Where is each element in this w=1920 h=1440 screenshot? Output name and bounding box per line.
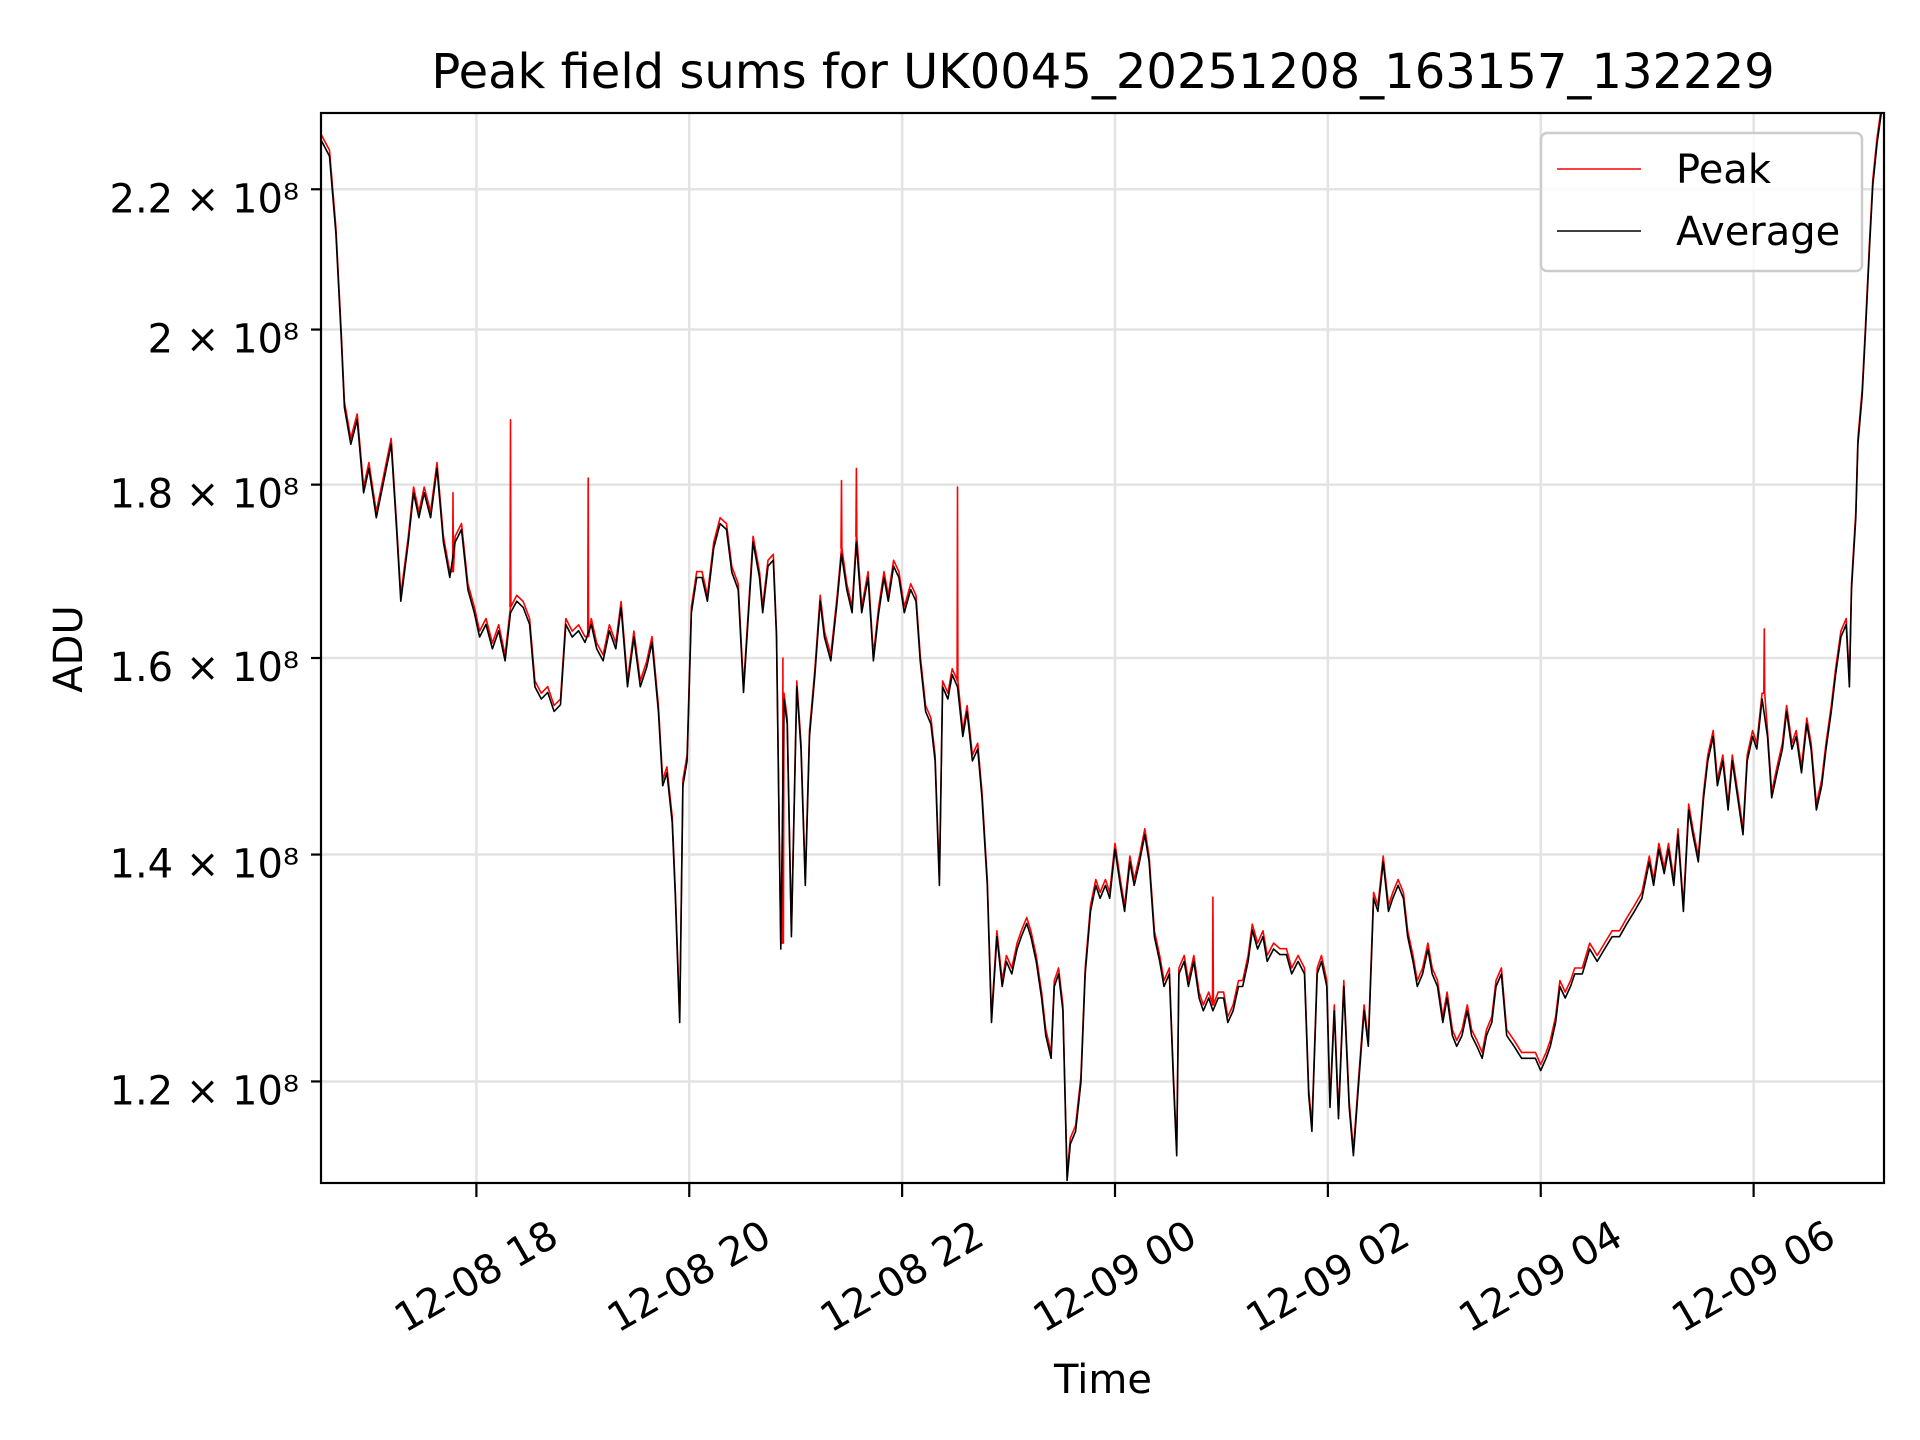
y-tick-label: 2 × 10⁸ — [148, 317, 299, 363]
y-axis-label: ADU — [46, 605, 92, 692]
series-line-average — [321, 113, 1883, 1182]
chart-title: Peak field sums for UK0045_20251208_1631… — [431, 44, 1774, 100]
legend: Peak Average — [1539, 131, 1864, 273]
legend-label-peak: Peak — [1676, 147, 1772, 193]
axes-frame — [319, 111, 1886, 1185]
x-axis-label: Time — [1053, 1357, 1152, 1403]
y-tick-label: 1.2 × 10⁸ — [110, 1068, 300, 1114]
series-layer — [321, 113, 1883, 1182]
gridlines — [321, 113, 1884, 1183]
legend-label-average: Average — [1676, 209, 1840, 255]
y-axis: 1.2 × 10⁸ 1.4 × 10⁸ 1.6 × 10⁸ 1.8 × 10⁸ 2 × … — [110, 176, 321, 1114]
legend-box — [1539, 131, 1864, 273]
y-tick-label: 2.2 × 10⁸ — [110, 176, 300, 222]
y-tick-label: 1.8 × 10⁸ — [110, 472, 300, 518]
y-tick-label: 1.6 × 10⁸ — [110, 645, 300, 691]
y-tick-label: 1.4 × 10⁸ — [110, 842, 300, 888]
